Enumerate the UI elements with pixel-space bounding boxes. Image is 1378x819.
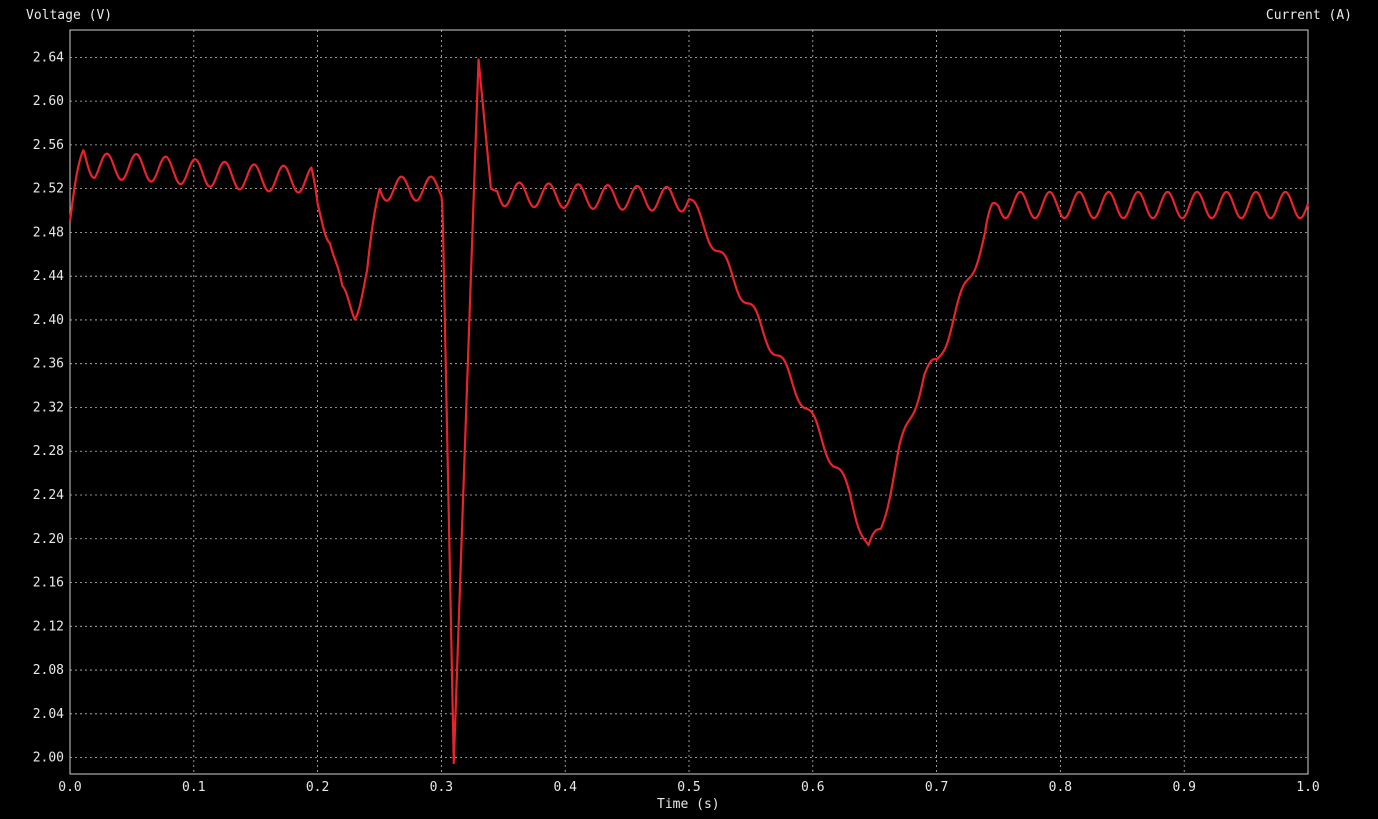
- voltage-series-line: [68, 58, 1310, 765]
- x-tick-label: 0.6: [801, 780, 824, 795]
- y-tick-label: 2.40: [33, 313, 64, 328]
- y-tick-label: 2.64: [33, 50, 64, 65]
- ticks-layer: 2.00 2.04 2.08 2.12 2.16 2.20 2.24 2.28 2.32 2.36…: [33, 50, 1320, 795]
- y-tick-label: 2.36: [33, 357, 64, 372]
- y-tick-label: 2.00: [33, 751, 64, 766]
- y-tick-label: 2.12: [33, 619, 64, 634]
- series-layer: [68, 58, 1310, 765]
- y-tick-label: 2.08: [33, 663, 64, 678]
- grid-layer: [69, 30, 1309, 774]
- x-tick-label: 0.2: [306, 780, 329, 795]
- x-tick-label: 0.3: [430, 780, 453, 795]
- y-tick-label: 2.28: [33, 444, 64, 459]
- y-tick-label: 2.44: [33, 269, 64, 284]
- y-axis-left-title: Voltage (V): [26, 8, 113, 23]
- y-tick-label: 2.52: [33, 182, 64, 197]
- plot-frame: [69, 29, 1309, 775]
- x-tick-label: 0.0: [58, 780, 81, 795]
- x-tick-label: 0.5: [677, 780, 700, 795]
- y-tick-label: 2.20: [33, 532, 64, 547]
- y-axis-right-title: Current (A): [1265, 8, 1352, 23]
- y-tick-label: 2.32: [33, 400, 64, 415]
- y-tick-label: 2.48: [33, 225, 64, 240]
- x-tick-label: 1.0: [1296, 780, 1319, 795]
- x-tick-label: 0.7: [925, 780, 948, 795]
- y-tick-label: 2.24: [33, 488, 64, 503]
- y-tick-label: 2.60: [33, 94, 64, 109]
- y-tick-label: 2.04: [33, 707, 64, 722]
- x-tick-label: 0.8: [1049, 780, 1072, 795]
- y-tick-label: 2.16: [33, 576, 64, 591]
- y-tick-label: 2.56: [33, 138, 64, 153]
- x-tick-label: 0.4: [553, 780, 577, 795]
- x-tick-label: 0.9: [1172, 780, 1195, 795]
- x-axis-title: Time (s): [657, 797, 720, 812]
- x-tick-label: 0.1: [182, 780, 205, 795]
